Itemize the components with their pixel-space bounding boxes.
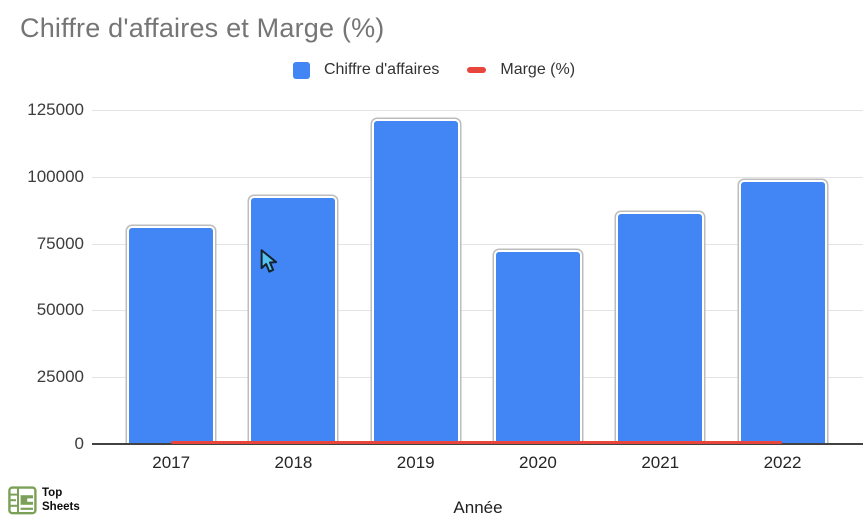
bar-2022[interactable] [740,182,825,444]
gridline [92,310,863,312]
bar-2021[interactable] [618,214,703,444]
y-tick-label: 0 [74,434,84,453]
x-axis-title: Année [453,498,503,517]
bar-2018[interactable] [251,198,336,444]
marge-line-series[interactable] [171,440,783,444]
gridline [92,243,863,245]
mouse-cursor-icon [260,249,278,273]
legend-label: Chiffre d'affaires [323,61,440,78]
x-tick-label-2019: 2019 [396,453,435,472]
legend-label: Marge (%) [500,61,576,78]
y-tick-label: 50000 [36,300,84,320]
top-sheets-watermark: Top Sheets [8,486,80,515]
y-tick-label: 75000 [36,233,84,253]
gridline [92,110,863,111]
watermark-text: Top Sheets [42,487,80,513]
legend-item-marge[interactable]: Marge (%) [467,61,575,79]
bar-2017[interactable] [129,227,214,444]
x-tick-label-2021: 2021 [641,453,680,472]
gridline [92,377,863,379]
legend: Chiffre d'affaires Marge (%) [0,61,868,79]
x-tick-label-2018: 2018 [274,453,313,472]
x-tick-label-2017: 2017 [152,453,191,472]
x-tick-label-2020: 2020 [519,453,557,472]
legend-swatch-line-icon [467,67,487,73]
y-tick-label: 125000 [27,100,84,119]
x-tick-label-2022: 2022 [763,453,802,472]
y-tick-label: 100000 [27,166,84,186]
top-sheets-logo-icon [8,486,37,515]
bar-2020[interactable] [495,251,580,444]
bar-2019[interactable] [373,120,458,444]
legend-swatch-bar-icon [292,61,310,79]
chart-title: Chiffre d'affaires et Marge (%) [20,13,385,43]
gridline [92,176,863,178]
y-tick-label: 25000 [36,367,84,387]
bars-layer [129,120,825,444]
legend-item-chiffre-daffaires[interactable]: Chiffre d'affaires [292,61,440,79]
